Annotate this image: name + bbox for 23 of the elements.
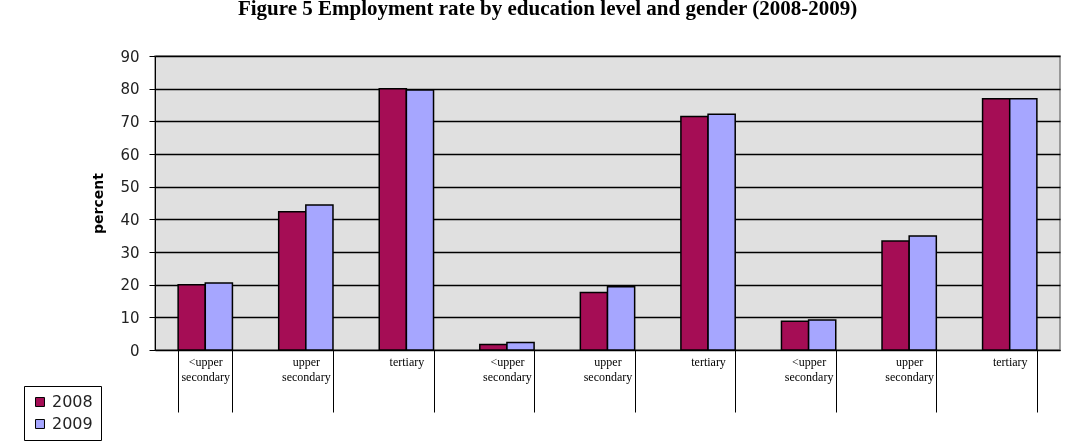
y-tick-label: 30 <box>120 243 140 262</box>
y-tick-label: 80 <box>120 80 140 99</box>
y-tick-label: 90 <box>120 47 140 66</box>
x-tick-label: upper secondary <box>282 354 331 384</box>
x-tick-label: tertiary <box>389 354 425 369</box>
y-tick-label: 50 <box>120 178 140 197</box>
x-tick-label: upper secondary <box>885 354 934 384</box>
y-tick-label: 40 <box>120 210 140 229</box>
x-tick-label: <upper secondary <box>784 354 834 384</box>
legend-label: 2008 <box>52 392 93 411</box>
y-tick-label: 70 <box>120 112 140 131</box>
x-tick-label: tertiary <box>992 354 1028 369</box>
x-tick-label: <upper secondary <box>181 354 231 384</box>
y-tick-label: 60 <box>120 145 140 164</box>
y-axis-title: percent <box>90 172 107 234</box>
y-tick-label: 10 <box>120 308 140 327</box>
legend-label: 2009 <box>52 414 93 433</box>
y-tick-label: 0 <box>129 341 140 360</box>
y-tick-label: 20 <box>120 276 140 295</box>
chart-title: Figure 5 Employment rate by education level and gender (2008-2009) <box>237 0 858 20</box>
x-tick-label: upper secondary <box>583 354 633 384</box>
x-tick-label: <upper secondary <box>483 354 532 384</box>
x-tick-label: tertiary <box>691 354 726 369</box>
